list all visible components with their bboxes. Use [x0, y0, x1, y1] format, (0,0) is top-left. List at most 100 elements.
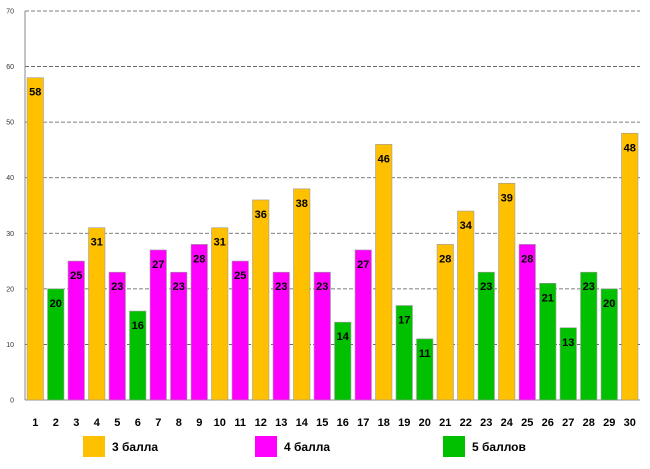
- data-label: 23: [583, 281, 595, 293]
- bar: [26, 77, 44, 401]
- bar: [477, 271, 495, 401]
- x-tick-label: 25: [521, 417, 533, 429]
- x-tick-label: 11: [234, 417, 246, 429]
- x-tick-label: 22: [460, 417, 472, 429]
- bar: [293, 188, 311, 401]
- legend-swatch: [443, 436, 465, 457]
- x-tick-label: 8: [176, 417, 182, 429]
- data-label: 34: [460, 220, 473, 232]
- x-tick-label: 30: [624, 417, 636, 429]
- bar: [354, 249, 372, 401]
- data-label: 31: [91, 237, 103, 249]
- x-tick-label: 12: [255, 417, 267, 429]
- data-label: 11: [419, 348, 431, 360]
- legend: 3 балла 4 балла 5 баллов: [83, 436, 526, 457]
- x-tick-label: 15: [316, 417, 328, 429]
- bar: [149, 249, 167, 401]
- bar: [621, 132, 639, 401]
- y-tick-label: 0: [10, 398, 14, 405]
- x-tick-label: 29: [603, 417, 615, 429]
- bar: [252, 199, 270, 401]
- data-label: 23: [480, 281, 492, 293]
- x-tick-label: 6: [135, 417, 141, 429]
- y-tick-label: 30: [6, 231, 14, 238]
- x-tick-label: 17: [357, 417, 369, 429]
- legend-label: 5 баллов: [472, 440, 526, 454]
- bar: [559, 327, 577, 401]
- bar: [47, 288, 65, 401]
- data-label: 13: [562, 337, 574, 349]
- bar: [108, 271, 126, 401]
- data-label: 28: [521, 253, 533, 265]
- x-tick-label: 10: [214, 417, 226, 429]
- data-label: 25: [70, 270, 82, 282]
- x-tick-label: 7: [155, 417, 161, 429]
- x-tick-label: 1: [32, 417, 38, 429]
- data-label: 25: [234, 270, 246, 282]
- data-label: 21: [542, 292, 554, 304]
- x-tick-label: 26: [542, 417, 554, 429]
- x-tick-label: 14: [296, 417, 309, 429]
- y-tick-label: 10: [6, 342, 14, 349]
- bar: [129, 310, 147, 401]
- data-label: 58: [29, 87, 41, 99]
- bar: [313, 271, 331, 401]
- bar: [211, 227, 229, 401]
- x-tick-label: 16: [337, 417, 349, 429]
- legend-item: 5 баллов: [443, 436, 526, 457]
- gridlines: [24, 10, 640, 401]
- bar: [190, 244, 208, 401]
- legend-item: 3 балла: [83, 436, 158, 457]
- x-tick-label: 27: [562, 417, 574, 429]
- data-label: 23: [173, 281, 185, 293]
- data-label: 20: [50, 298, 62, 310]
- x-tick-label: 5: [114, 417, 120, 429]
- x-axis-ticks: 1 2 3 4 5 6 7 8 9 10 11 12 13 14 15 16 17 18 19 20 21 22 23 24 2…: [32, 417, 636, 429]
- data-label: 28: [439, 253, 451, 265]
- bar: [170, 271, 188, 401]
- data-label: 36: [255, 209, 267, 221]
- data-label: 28: [193, 253, 205, 265]
- x-tick-label: 3: [73, 417, 79, 429]
- bar: [518, 244, 536, 401]
- data-label: 17: [398, 315, 410, 327]
- legend-item: 4 балла: [255, 436, 330, 457]
- data-label: 23: [316, 281, 328, 293]
- y-tick-label: 20: [6, 286, 14, 293]
- y-axis-ticks: 0 10 20 30 40 50 60 70: [6, 9, 14, 405]
- x-tick-label: 20: [419, 417, 431, 429]
- bar: [457, 210, 475, 401]
- y-tick-label: 60: [6, 64, 14, 71]
- data-label: 23: [111, 281, 123, 293]
- x-tick-label: 18: [378, 417, 390, 429]
- y-tick-label: 40: [6, 175, 14, 182]
- data-label: 27: [152, 259, 164, 271]
- x-tick-label: 28: [583, 417, 595, 429]
- x-tick-label: 2: [53, 417, 59, 429]
- legend-label: 3 балла: [112, 440, 158, 454]
- data-label: 27: [357, 259, 369, 271]
- bar: [272, 271, 290, 401]
- data-label: 31: [214, 237, 226, 249]
- bar: [67, 260, 85, 401]
- x-tick-label: 23: [480, 417, 492, 429]
- data-label: 46: [378, 153, 390, 165]
- x-tick-label: 13: [275, 417, 287, 429]
- legend-swatch: [255, 436, 277, 457]
- bar: [231, 260, 249, 401]
- bar: [416, 338, 434, 401]
- bar: [580, 271, 598, 401]
- bar: [334, 321, 352, 401]
- bar: [375, 144, 393, 401]
- bar: [539, 282, 557, 401]
- x-tick-label: 24: [501, 417, 514, 429]
- data-label: 38: [296, 198, 308, 210]
- bar: [436, 244, 454, 401]
- data-label: 20: [603, 298, 615, 310]
- legend-swatch: [83, 436, 105, 457]
- legend-label: 4 балла: [284, 440, 330, 454]
- data-label: 39: [501, 192, 513, 204]
- bar: [498, 182, 516, 401]
- data-label: 23: [275, 281, 287, 293]
- x-tick-label: 9: [196, 417, 202, 429]
